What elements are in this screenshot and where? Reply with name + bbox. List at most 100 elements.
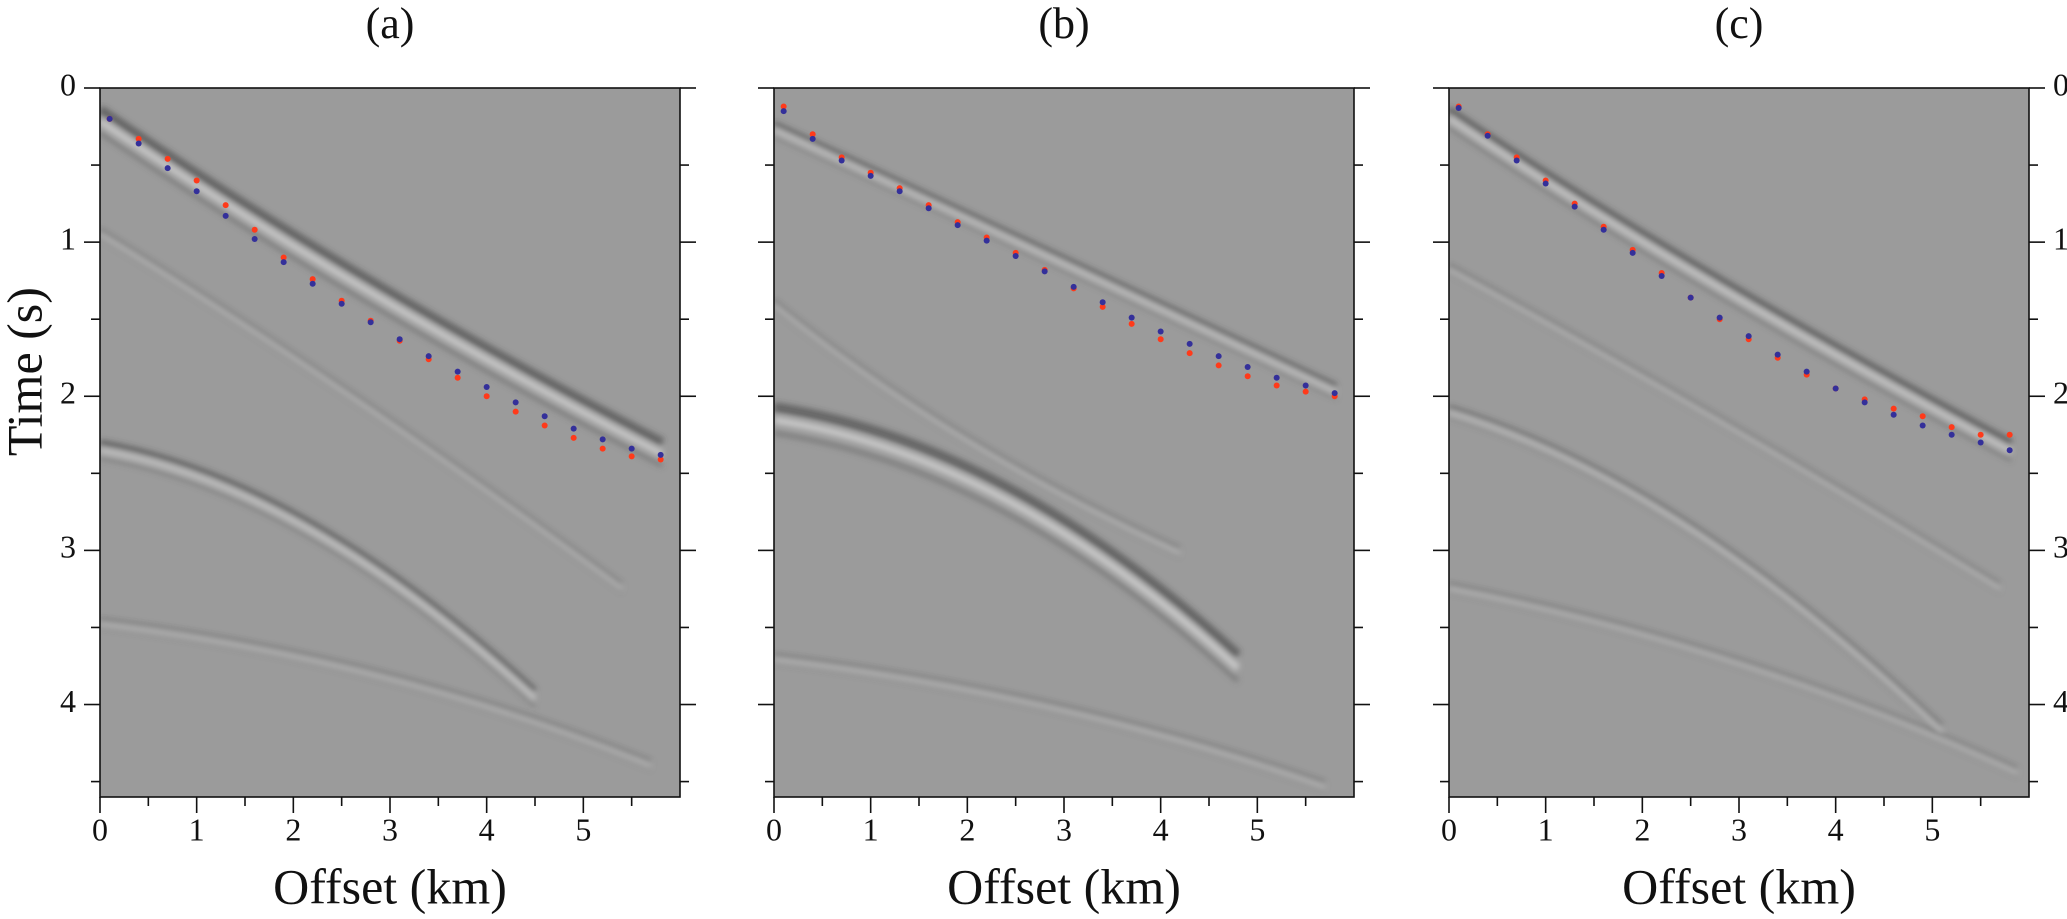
pick-point xyxy=(251,226,258,233)
event-dark xyxy=(100,228,623,586)
pick-point xyxy=(809,131,816,138)
pick-point xyxy=(483,384,490,391)
event-dark xyxy=(1449,582,2019,771)
pick-point xyxy=(483,393,490,400)
event-dark xyxy=(774,662,1326,792)
event-dark xyxy=(100,130,664,468)
pick-point xyxy=(1128,320,1135,327)
pick-point xyxy=(570,425,577,432)
pick-point xyxy=(512,399,519,406)
event-light xyxy=(100,118,665,457)
x-tick-label: 3 xyxy=(1056,811,1072,847)
y-tick-label: 4 xyxy=(2053,683,2067,719)
pick-point xyxy=(1099,303,1106,310)
y-tick-label: 2 xyxy=(60,375,76,411)
x-tick-label: 5 xyxy=(575,811,591,847)
y-tick-label: 0 xyxy=(60,66,76,102)
event-dark xyxy=(774,653,1326,785)
pick-point xyxy=(280,259,287,266)
pick-point xyxy=(1273,382,1280,389)
pick-point xyxy=(541,413,548,420)
y-tick-label: 3 xyxy=(2053,529,2067,565)
event-dark xyxy=(1449,106,2014,446)
x-tick-label: 0 xyxy=(1441,811,1457,847)
y-tick-label: 2 xyxy=(2053,375,2067,411)
plot-background xyxy=(100,88,680,797)
x-tick-label: 5 xyxy=(1249,811,1265,847)
pick-point xyxy=(925,205,932,212)
plot-background xyxy=(1449,88,2029,797)
event-light xyxy=(774,658,1326,788)
pick-point xyxy=(164,155,171,162)
pick-point xyxy=(454,368,461,375)
panel: (b) 0 1 2 3 4 5 Offset (km) xyxy=(758,0,1370,914)
pick-point xyxy=(1128,314,1135,321)
event-dark xyxy=(1449,272,2001,593)
pick-point xyxy=(1687,294,1694,301)
pick-point xyxy=(1041,268,1048,275)
pick-point xyxy=(425,353,432,360)
event-dark xyxy=(774,121,1338,389)
x-tick-label: 1 xyxy=(189,811,205,847)
pick-point xyxy=(1273,374,1280,381)
pick-point xyxy=(1948,431,1955,438)
pick-point xyxy=(599,445,606,452)
pick-point xyxy=(1948,424,1955,431)
panel: (c) 0 1 2 3 4 5 0 1 2 3 4 Offset (km) xyxy=(1433,0,2067,914)
pick-point xyxy=(1919,422,1926,429)
pick-point xyxy=(1070,283,1077,290)
pick-point xyxy=(222,202,229,209)
pick-point xyxy=(1302,388,1309,395)
y-tick-label: 0 xyxy=(2053,66,2067,102)
x-tick-label: 0 xyxy=(766,811,782,847)
pick-point xyxy=(1919,413,1926,420)
event-light xyxy=(1449,268,2001,590)
event-dark xyxy=(774,135,1338,400)
pick-point xyxy=(1099,299,1106,306)
pick-point xyxy=(1012,253,1019,260)
pick-point xyxy=(896,188,903,195)
y-axis-label: Time (s) xyxy=(0,287,52,456)
pick-point xyxy=(1571,203,1578,210)
event-light xyxy=(774,303,1181,554)
x-axis-label: Offset (km) xyxy=(273,858,507,914)
x-tick-label: 0 xyxy=(92,811,108,847)
pick-point xyxy=(1513,157,1520,164)
event-dark xyxy=(774,307,1181,558)
pick-point xyxy=(570,434,577,441)
pick-point xyxy=(1484,132,1491,139)
pick-point xyxy=(809,135,816,142)
pick-point xyxy=(1455,105,1462,112)
pick-point xyxy=(106,115,113,122)
x-tick-label: 2 xyxy=(285,811,301,847)
pick-point xyxy=(1832,385,1839,392)
event-light xyxy=(1449,410,1943,733)
pick-point xyxy=(454,374,461,381)
pick-point xyxy=(657,451,664,458)
event-dark xyxy=(100,439,538,693)
pick-point xyxy=(1774,351,1781,358)
x-tick-label: 5 xyxy=(1924,811,1940,847)
pick-point xyxy=(954,222,961,229)
pick-point xyxy=(1157,328,1164,335)
pick-point xyxy=(396,336,403,343)
pick-point xyxy=(1716,314,1723,321)
seismic-events xyxy=(100,105,665,771)
event-dark xyxy=(774,402,1242,659)
pick-point xyxy=(309,280,316,287)
pick-point xyxy=(338,300,345,307)
pick-point xyxy=(780,103,787,110)
pick-point xyxy=(1215,353,1222,360)
event-dark xyxy=(774,430,1240,684)
x-tick-label: 3 xyxy=(382,811,398,847)
event-dark xyxy=(100,456,537,708)
pick-point xyxy=(135,135,142,142)
pick-point xyxy=(1186,350,1193,357)
pick-point xyxy=(1542,180,1549,187)
pick-point xyxy=(1244,363,1251,370)
event-dark xyxy=(100,626,652,771)
pick-point xyxy=(867,172,874,179)
event-light xyxy=(100,622,652,767)
pick-point xyxy=(280,254,287,261)
